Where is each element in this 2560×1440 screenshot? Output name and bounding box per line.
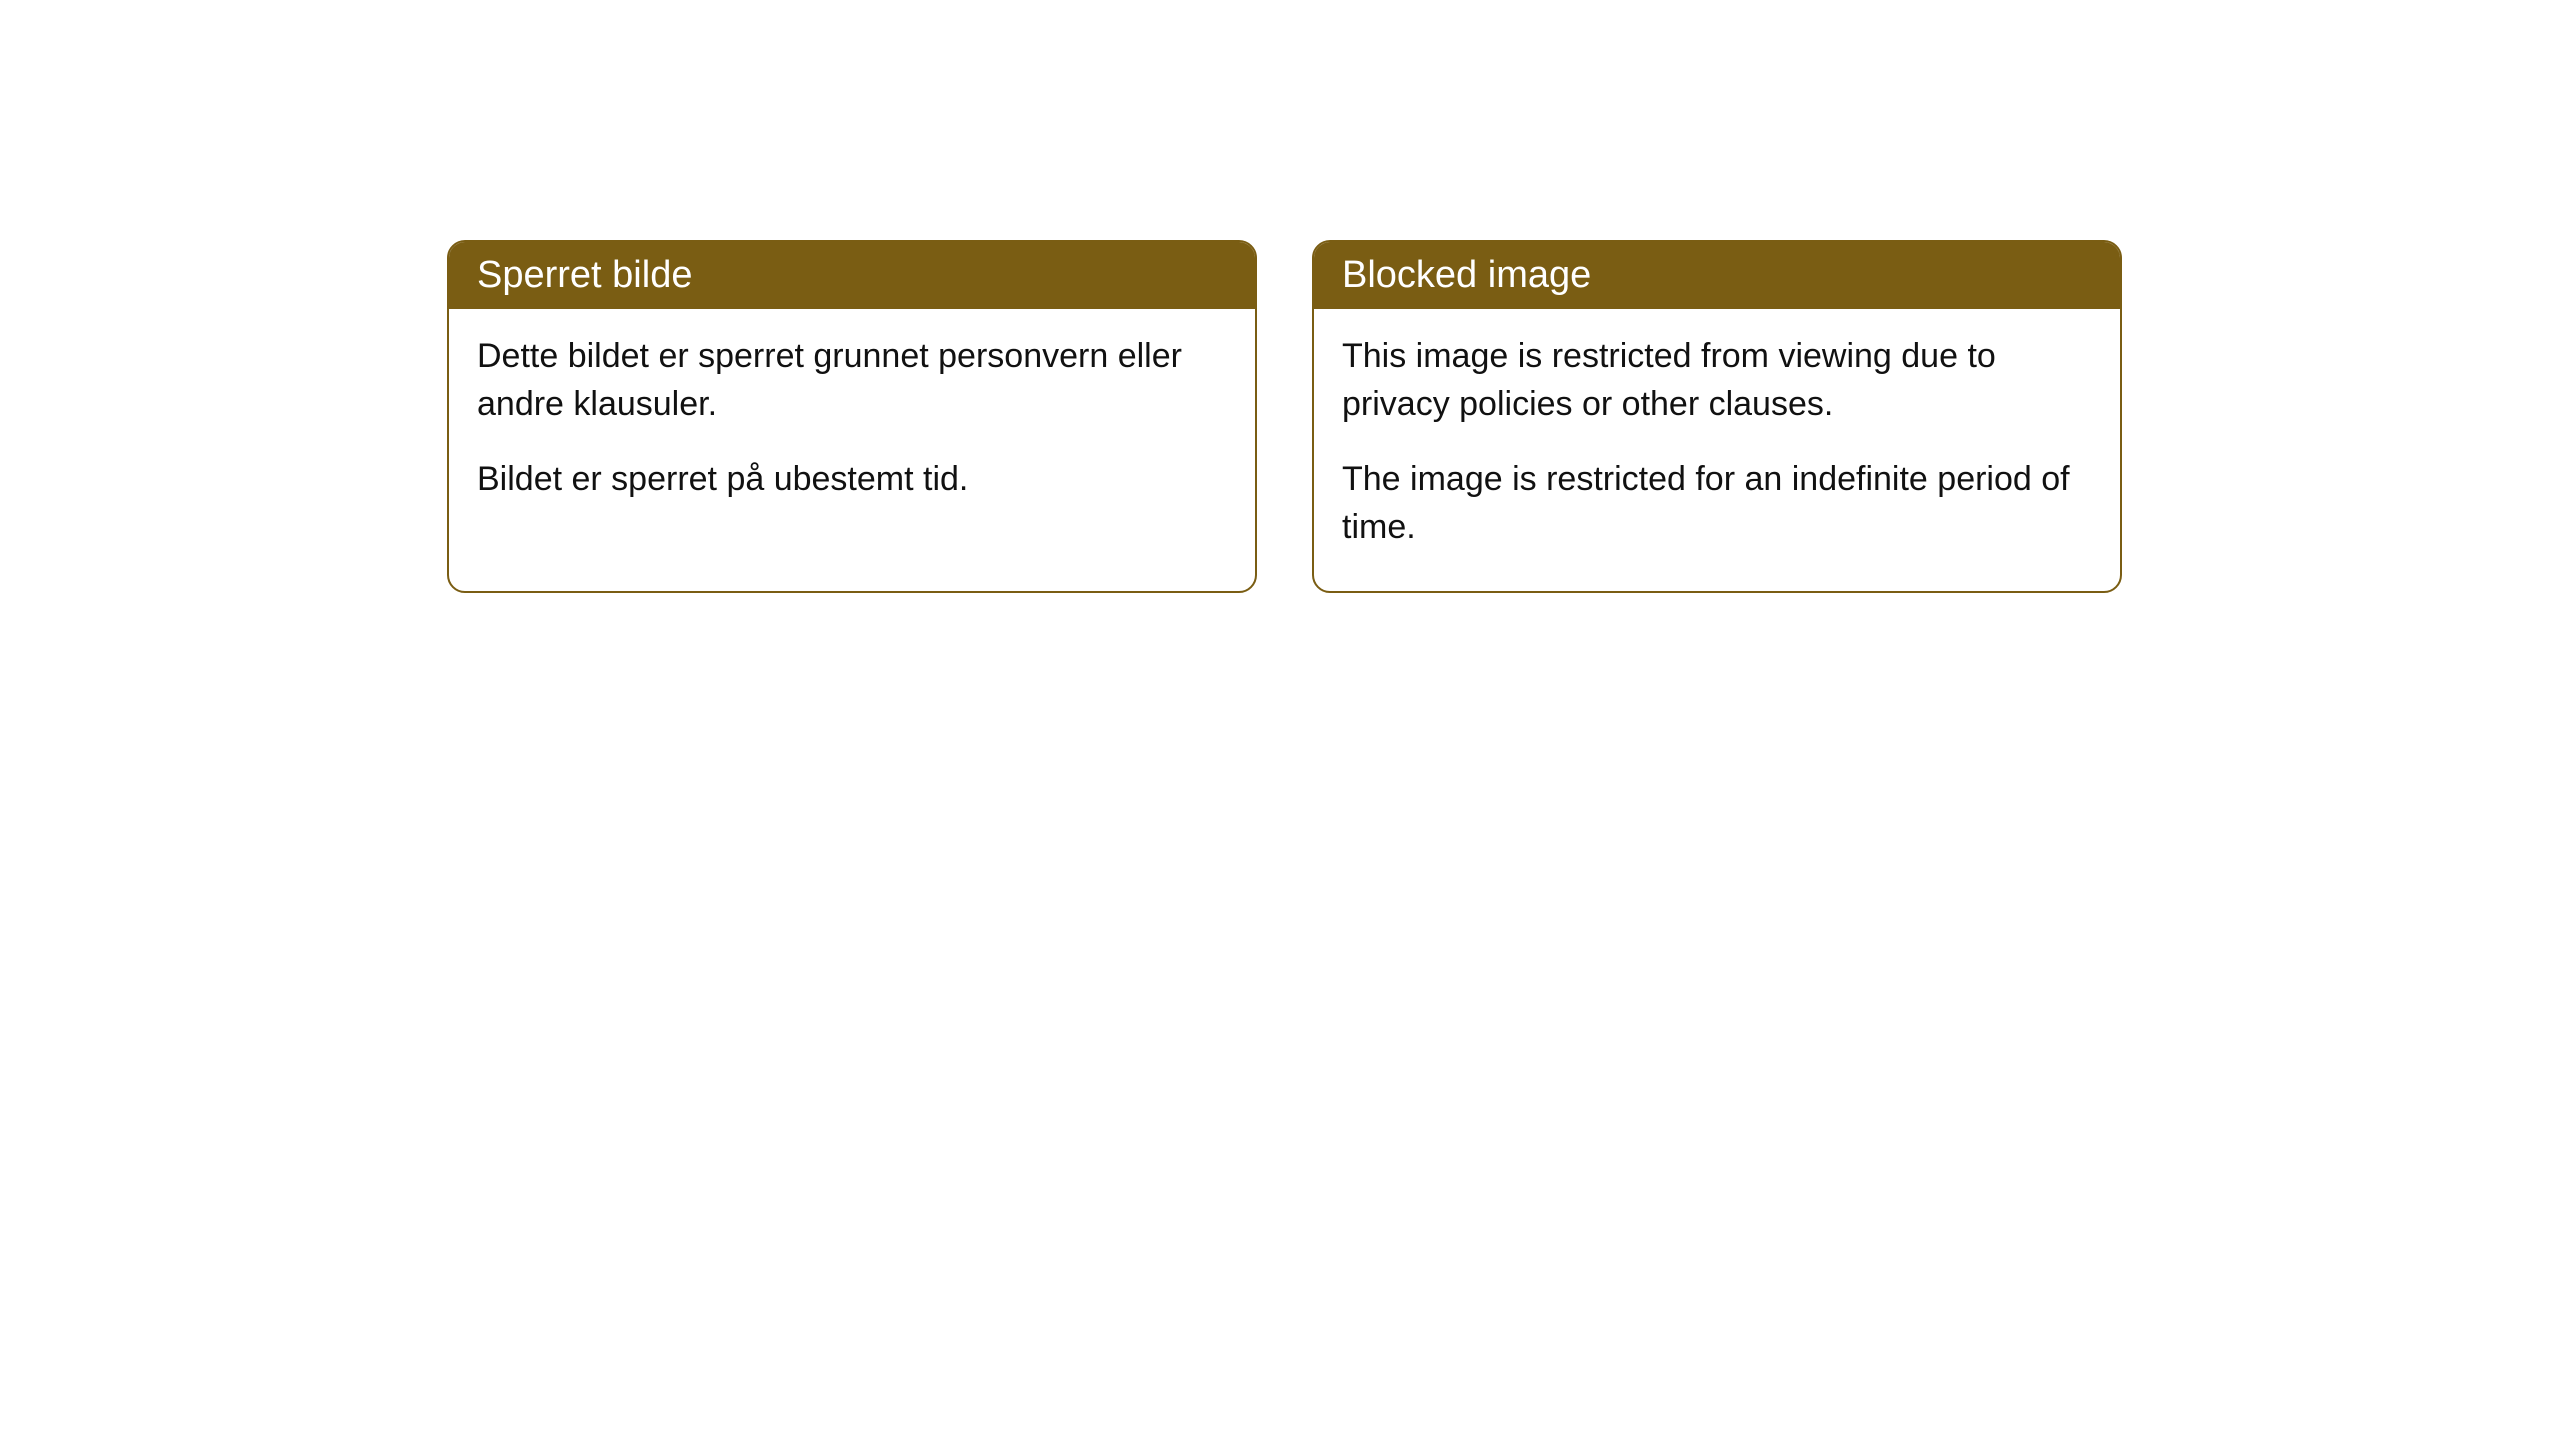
notice-title-norwegian: Sperret bilde [477,254,692,296]
notice-card-norwegian: Sperret bilde Dette bildet er sperret gr… [447,240,1257,593]
notice-text-english-2: The image is restricted for an indefinit… [1342,456,2092,551]
notice-text-norwegian-1: Dette bildet er sperret grunnet personve… [477,333,1227,428]
notice-text-norwegian-2: Bildet er sperret på ubestemt tid. [477,456,1227,504]
notice-body-english: This image is restricted from viewing du… [1314,309,2120,591]
notice-text-english-1: This image is restricted from viewing du… [1342,333,2092,428]
notice-card-english: Blocked image This image is restricted f… [1312,240,2122,593]
notice-header-norwegian: Sperret bilde [449,242,1255,309]
notice-body-norwegian: Dette bildet er sperret grunnet personve… [449,309,1255,544]
notice-header-english: Blocked image [1314,242,2120,309]
notice-container: Sperret bilde Dette bildet er sperret gr… [447,240,2122,593]
notice-title-english: Blocked image [1342,254,1591,296]
